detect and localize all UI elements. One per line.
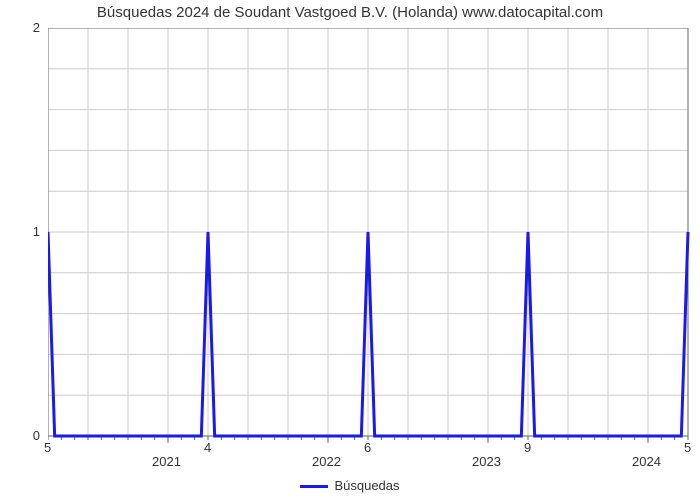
y-tick-label: 0 xyxy=(33,428,40,443)
x-value-label: 9 xyxy=(524,440,531,455)
chart-legend: Búsquedas xyxy=(0,478,700,493)
x-year-label: 2022 xyxy=(312,454,341,469)
x-value-label: 5 xyxy=(44,440,51,455)
x-year-label: 2023 xyxy=(472,454,501,469)
legend-label: Búsquedas xyxy=(334,478,399,493)
legend-swatch xyxy=(300,485,328,488)
x-value-label: 6 xyxy=(364,440,371,455)
x-year-label: 2024 xyxy=(632,454,661,469)
y-tick-label: 2 xyxy=(33,20,40,35)
x-value-label: 4 xyxy=(204,440,211,455)
x-year-label: 2021 xyxy=(152,454,181,469)
chart-title: Búsquedas 2024 de Soudant Vastgoed B.V. … xyxy=(0,4,700,21)
chart-plot xyxy=(48,28,700,466)
y-tick-label: 1 xyxy=(33,224,40,239)
chart-container: Búsquedas 2024 de Soudant Vastgoed B.V. … xyxy=(0,0,700,500)
x-value-label: 5 xyxy=(684,440,691,455)
